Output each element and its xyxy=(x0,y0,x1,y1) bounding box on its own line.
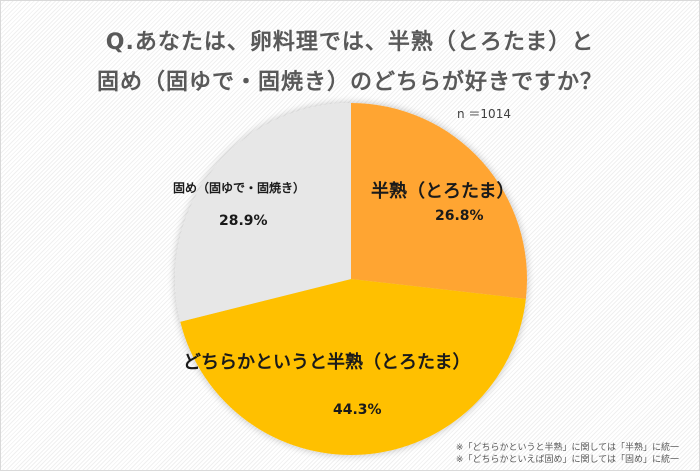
slice-value-dochiraka-hanjuku: 44.3% xyxy=(333,402,382,418)
footnotes: ※「どちらかというと半熟」に関しては「半熟」に統一 ※「どちらかといえば固め」に… xyxy=(456,442,679,466)
chart-title: Q.あなたは、卵料理では、半熟（とろたま）と 固め（固ゆで・固焼き）のどちらが好… xyxy=(1,23,699,103)
slice-value-katame: 28.9% xyxy=(219,213,268,229)
chart-title-line1: Q.あなたは、卵料理では、半熟（とろたま）と xyxy=(105,30,595,55)
footnote-2: ※「どちらかといえば固め」に関しては「固め」に統一 xyxy=(455,455,679,465)
slice-label-dochiraka-hanjuku: どちらかというと半熟（とろたま） xyxy=(183,352,471,373)
slice-value-hanjuku: 26.8% xyxy=(435,208,484,224)
slice-label-hanjuku: 半熟（とろたま） xyxy=(371,181,515,202)
slice-dochiraka-hanjuku xyxy=(180,279,526,456)
slice-hanjuku xyxy=(351,103,527,299)
slice-katame xyxy=(175,103,351,322)
footnote-1: ※「どちらかというと半熟」に関しては「半熟」に統一 xyxy=(455,443,679,453)
chart-title-line2: 固め（固ゆで・固焼き）のどちらが好きですか？ xyxy=(96,70,603,95)
sample-size-label: n ＝1014 xyxy=(457,107,511,121)
slice-label-katame: 固め（固ゆで・固焼き） xyxy=(173,181,306,195)
